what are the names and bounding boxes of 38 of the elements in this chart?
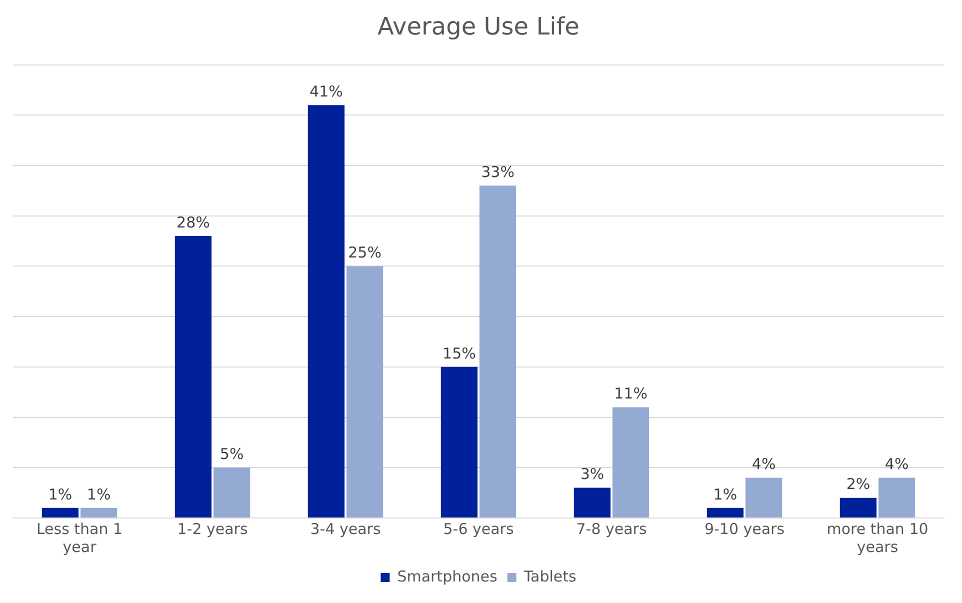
bar xyxy=(308,105,345,518)
bar xyxy=(42,508,79,518)
data-label: 25% xyxy=(348,244,382,262)
x-tick-label: 9-10 years xyxy=(704,520,785,538)
bar xyxy=(612,407,650,518)
bar xyxy=(346,266,384,518)
x-tick-label: 1-2 years xyxy=(177,520,248,538)
x-tick-label: 7-8 years xyxy=(576,520,647,538)
data-label: 11% xyxy=(614,384,648,403)
data-label: 28% xyxy=(176,213,210,232)
bar xyxy=(745,478,782,518)
bar xyxy=(440,366,478,518)
data-label: 1% xyxy=(713,485,738,504)
x-tick-label: more than 10 years xyxy=(826,520,928,556)
bar xyxy=(213,468,250,518)
data-label: 41% xyxy=(310,82,343,100)
bar xyxy=(840,498,877,518)
legend-label: Smartphones xyxy=(397,567,498,586)
bar xyxy=(574,488,611,518)
data-label: 4% xyxy=(752,455,776,474)
x-tick-label: 5-6 years xyxy=(443,520,514,538)
bar xyxy=(706,508,744,518)
data-label: 1% xyxy=(48,485,72,504)
data-label: 15% xyxy=(442,344,476,362)
data-label: 3% xyxy=(580,465,604,484)
legend-label: Tablets xyxy=(522,567,576,586)
data-label: 33% xyxy=(481,163,514,182)
data-label: 4% xyxy=(884,455,909,474)
bar xyxy=(878,478,916,518)
data-label: 1% xyxy=(86,485,111,504)
data-label: 2% xyxy=(846,475,870,494)
bar xyxy=(479,186,516,518)
bar xyxy=(174,236,212,518)
data-label: 5% xyxy=(220,445,244,464)
x-tick-label: 3-4 years xyxy=(310,520,381,538)
x-tick-label: Less than 1 year xyxy=(36,520,123,556)
chart-title: Average Use Life xyxy=(378,12,580,41)
bar xyxy=(80,508,118,518)
